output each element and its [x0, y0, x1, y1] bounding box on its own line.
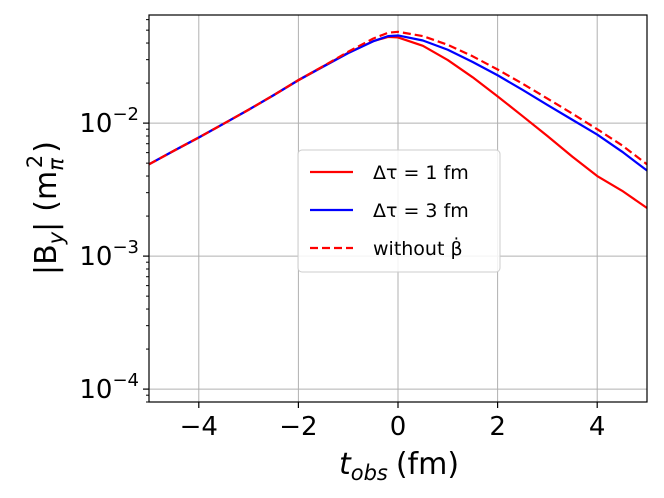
legend-label-2: Δτ = 3 fm — [373, 200, 469, 222]
legend: Δτ = 1 fm Δτ = 3 fm without β̇ — [297, 149, 501, 273]
y-tick-label: 10−3 — [79, 237, 139, 272]
y-axis-title: |By| (mπ2) — [23, 141, 68, 275]
x-tick-label: −4 — [180, 412, 218, 442]
y-tick-label: 10−2 — [79, 104, 139, 139]
y-axis-unit-sub: π — [44, 158, 68, 171]
y-tick-base: 10 — [79, 242, 112, 272]
x-tick-label: 4 — [589, 412, 606, 442]
legend-label-1: Δτ = 1 fm — [373, 162, 469, 184]
y-axis-prefix: |B — [29, 244, 64, 275]
y-tick-label: 10−4 — [79, 370, 139, 405]
x-tick-label: 0 — [390, 412, 407, 442]
x-tick-label: 2 — [489, 412, 506, 442]
plot-lines — [148, 30, 648, 209]
series-line-3 — [148, 30, 648, 166]
x-axis-title: tobs (fm) — [339, 447, 459, 485]
y-tick-exponent: −4 — [112, 370, 139, 391]
tick-labels: −4 −2 0 2 410−410−310−2 — [79, 104, 605, 442]
x-axis-symbol: t — [339, 447, 352, 482]
legend-label-3: without β̇ — [373, 236, 463, 260]
y-axis-unit-sup: 2 — [23, 155, 47, 168]
x-tick-label: −2 — [279, 412, 317, 442]
y-tick-base: 10 — [79, 375, 112, 405]
x-axis-unit: (fm) — [396, 447, 459, 482]
y-axis-unit-close: ) — [29, 141, 64, 153]
y-axis-subscript: y — [44, 231, 68, 245]
ticks — [143, 19, 598, 408]
y-tick-exponent: −2 — [112, 104, 139, 125]
legend-box — [297, 149, 501, 273]
y-axis-suffix: | — [29, 222, 64, 232]
y-tick-exponent: −3 — [112, 237, 139, 258]
y-axis-unit-open: (m — [29, 171, 64, 212]
y-tick-base: 10 — [79, 109, 112, 139]
x-axis-subscript: obs — [351, 461, 388, 485]
